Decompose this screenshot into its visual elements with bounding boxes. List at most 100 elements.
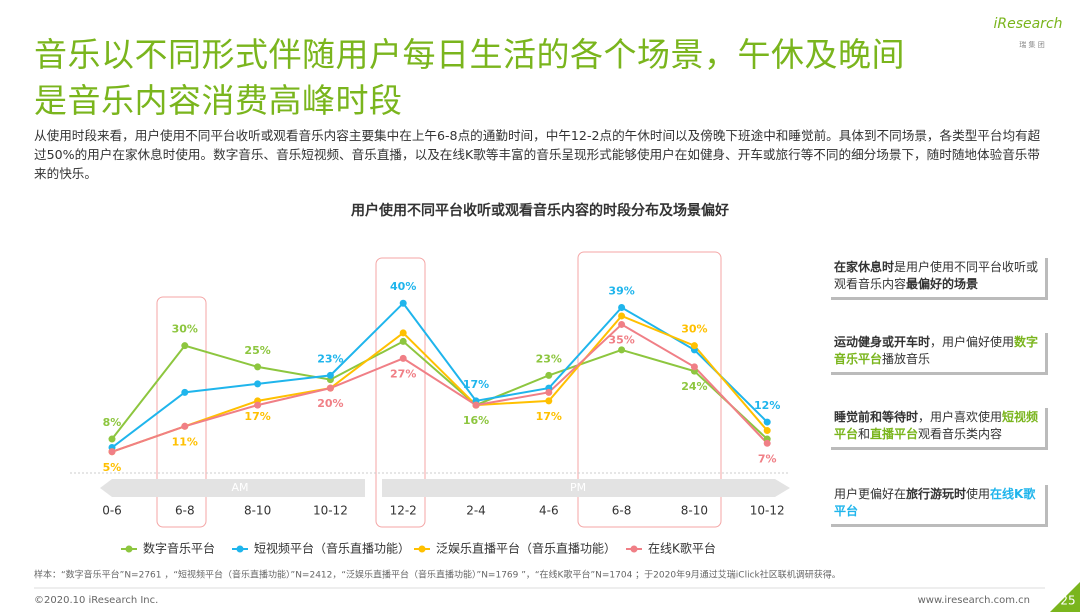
note-text: 短视频平台	[834, 410, 1039, 441]
x-tick-label: 8-10	[681, 504, 708, 518]
chart-title: 用户使用不同平台收听或观看音乐内容的时段分布及场景偏好	[351, 202, 729, 219]
data-label: 5%	[103, 461, 122, 474]
legend-marker	[125, 545, 133, 553]
note-text: 最偏好的场景	[906, 277, 979, 291]
note: 运动健身或开车时，用户偏好使用数字音乐平台播放音乐	[828, 330, 1045, 372]
point	[763, 418, 771, 426]
point	[472, 401, 480, 409]
x-tick-label: 10-12	[313, 504, 348, 518]
copyright: ©2020.10 iResearch Inc.	[34, 595, 158, 606]
data-label: 23%	[536, 352, 562, 365]
highlight-box	[375, 257, 426, 528]
point	[326, 371, 334, 379]
data-label: 39%	[608, 284, 634, 297]
series-line	[111, 314, 768, 453]
point	[618, 320, 626, 328]
point	[399, 299, 407, 307]
legend-marker	[630, 545, 638, 553]
point	[472, 397, 480, 405]
point	[618, 312, 626, 320]
data-label: 11%	[172, 435, 198, 448]
title: 音乐以不同形式伴随用户每日生活的各个场景，午休及晚间	[34, 35, 905, 74]
note-text: 观看音乐类内容	[918, 427, 1003, 441]
point	[108, 444, 116, 452]
highlight-box	[577, 251, 722, 528]
point	[399, 329, 407, 337]
data-label: 17%	[536, 410, 562, 423]
legend-marker	[236, 545, 244, 553]
legend-label: 短视频平台（音乐直播功能）	[254, 541, 410, 556]
note-text: 旅行游玩时	[906, 487, 967, 501]
point	[690, 363, 698, 371]
point	[326, 384, 334, 392]
point	[254, 363, 262, 371]
page-number: 25	[1060, 594, 1075, 608]
point	[181, 388, 189, 396]
point	[254, 380, 262, 388]
note-text: 是用户使用不同平台收听或观看音乐内容	[834, 260, 1039, 291]
period-label: PM	[570, 481, 586, 494]
note-text: ，用户喜欢使用	[918, 410, 1003, 424]
data-label: 27%	[390, 367, 416, 380]
point	[763, 439, 771, 447]
data-label: 20%	[317, 397, 343, 410]
note: 用户更偏好在旅行游玩时使用在线K歌平台	[828, 482, 1045, 524]
point	[399, 337, 407, 345]
point	[326, 384, 334, 392]
point	[690, 367, 698, 375]
series-line	[111, 301, 768, 449]
data-label: 30%	[172, 323, 198, 336]
url: www.iresearch.com.cn	[918, 595, 1030, 606]
data-label: 40%	[390, 280, 416, 293]
note-text: 在家休息时	[834, 260, 895, 274]
point	[545, 371, 553, 379]
point	[545, 397, 553, 405]
title: 是音乐内容消费高峰时段	[34, 81, 403, 120]
data-label: 8%	[103, 416, 122, 429]
note-text: 睡觉前和等待时	[834, 410, 919, 424]
x-tick-label: 10-12	[750, 504, 785, 518]
data-label: 7%	[758, 452, 777, 465]
footnote: 样本：“数字音乐平台”N=2761 ，“短视频平台（音乐直播功能）”N=2412…	[34, 569, 841, 581]
point	[254, 397, 262, 405]
point	[618, 346, 626, 354]
data-label: 30%	[681, 323, 707, 336]
data-label: 24%	[681, 380, 707, 393]
data-label: 17%	[244, 410, 270, 423]
note-text: 播放音乐	[882, 352, 931, 366]
data-label: 23%	[317, 352, 343, 365]
note-text: 直播平台	[870, 427, 919, 441]
point	[472, 401, 480, 409]
point	[399, 354, 407, 362]
point	[108, 435, 116, 443]
x-tick-label: 6-8	[612, 504, 632, 518]
highlight-box	[156, 296, 207, 528]
point	[181, 422, 189, 430]
corner	[1050, 582, 1080, 612]
x-tick-label: 6-8	[175, 504, 195, 518]
note-text: 数字音乐平台	[834, 335, 1039, 366]
note-text: 在线K歌平台	[834, 487, 1036, 518]
series-line	[111, 340, 768, 440]
intro-text: 从使用时段来看，用户使用不同平台收听或观看音乐内容主要集中在上午6-8点的通勤时…	[34, 128, 1041, 181]
x-tick-label: 2-4	[466, 504, 486, 518]
note-text: ，用户偏好使用	[930, 335, 1015, 349]
data-label: 35%	[608, 333, 634, 346]
legend-label: 数字音乐平台	[143, 541, 215, 556]
legend-label: 在线K歌平台	[648, 541, 716, 556]
data-label: 25%	[244, 344, 270, 357]
note: 睡觉前和等待时，用户喜欢使用短视频平台和直播平台观看音乐类内容	[828, 405, 1045, 447]
point	[472, 401, 480, 409]
data-label: 12%	[754, 399, 780, 412]
data-label: 16%	[463, 414, 489, 427]
logo: iResearch	[993, 16, 1062, 32]
x-tick-label: 0-6	[102, 504, 122, 518]
note: 在家休息时是用户使用不同平台收听或观看音乐内容最偏好的场景	[828, 255, 1045, 297]
period-label: AM	[231, 481, 248, 494]
am-bar	[100, 479, 365, 497]
point	[763, 427, 771, 435]
pm-bar	[382, 479, 790, 497]
point	[108, 448, 116, 456]
data-label: 17%	[463, 378, 489, 391]
